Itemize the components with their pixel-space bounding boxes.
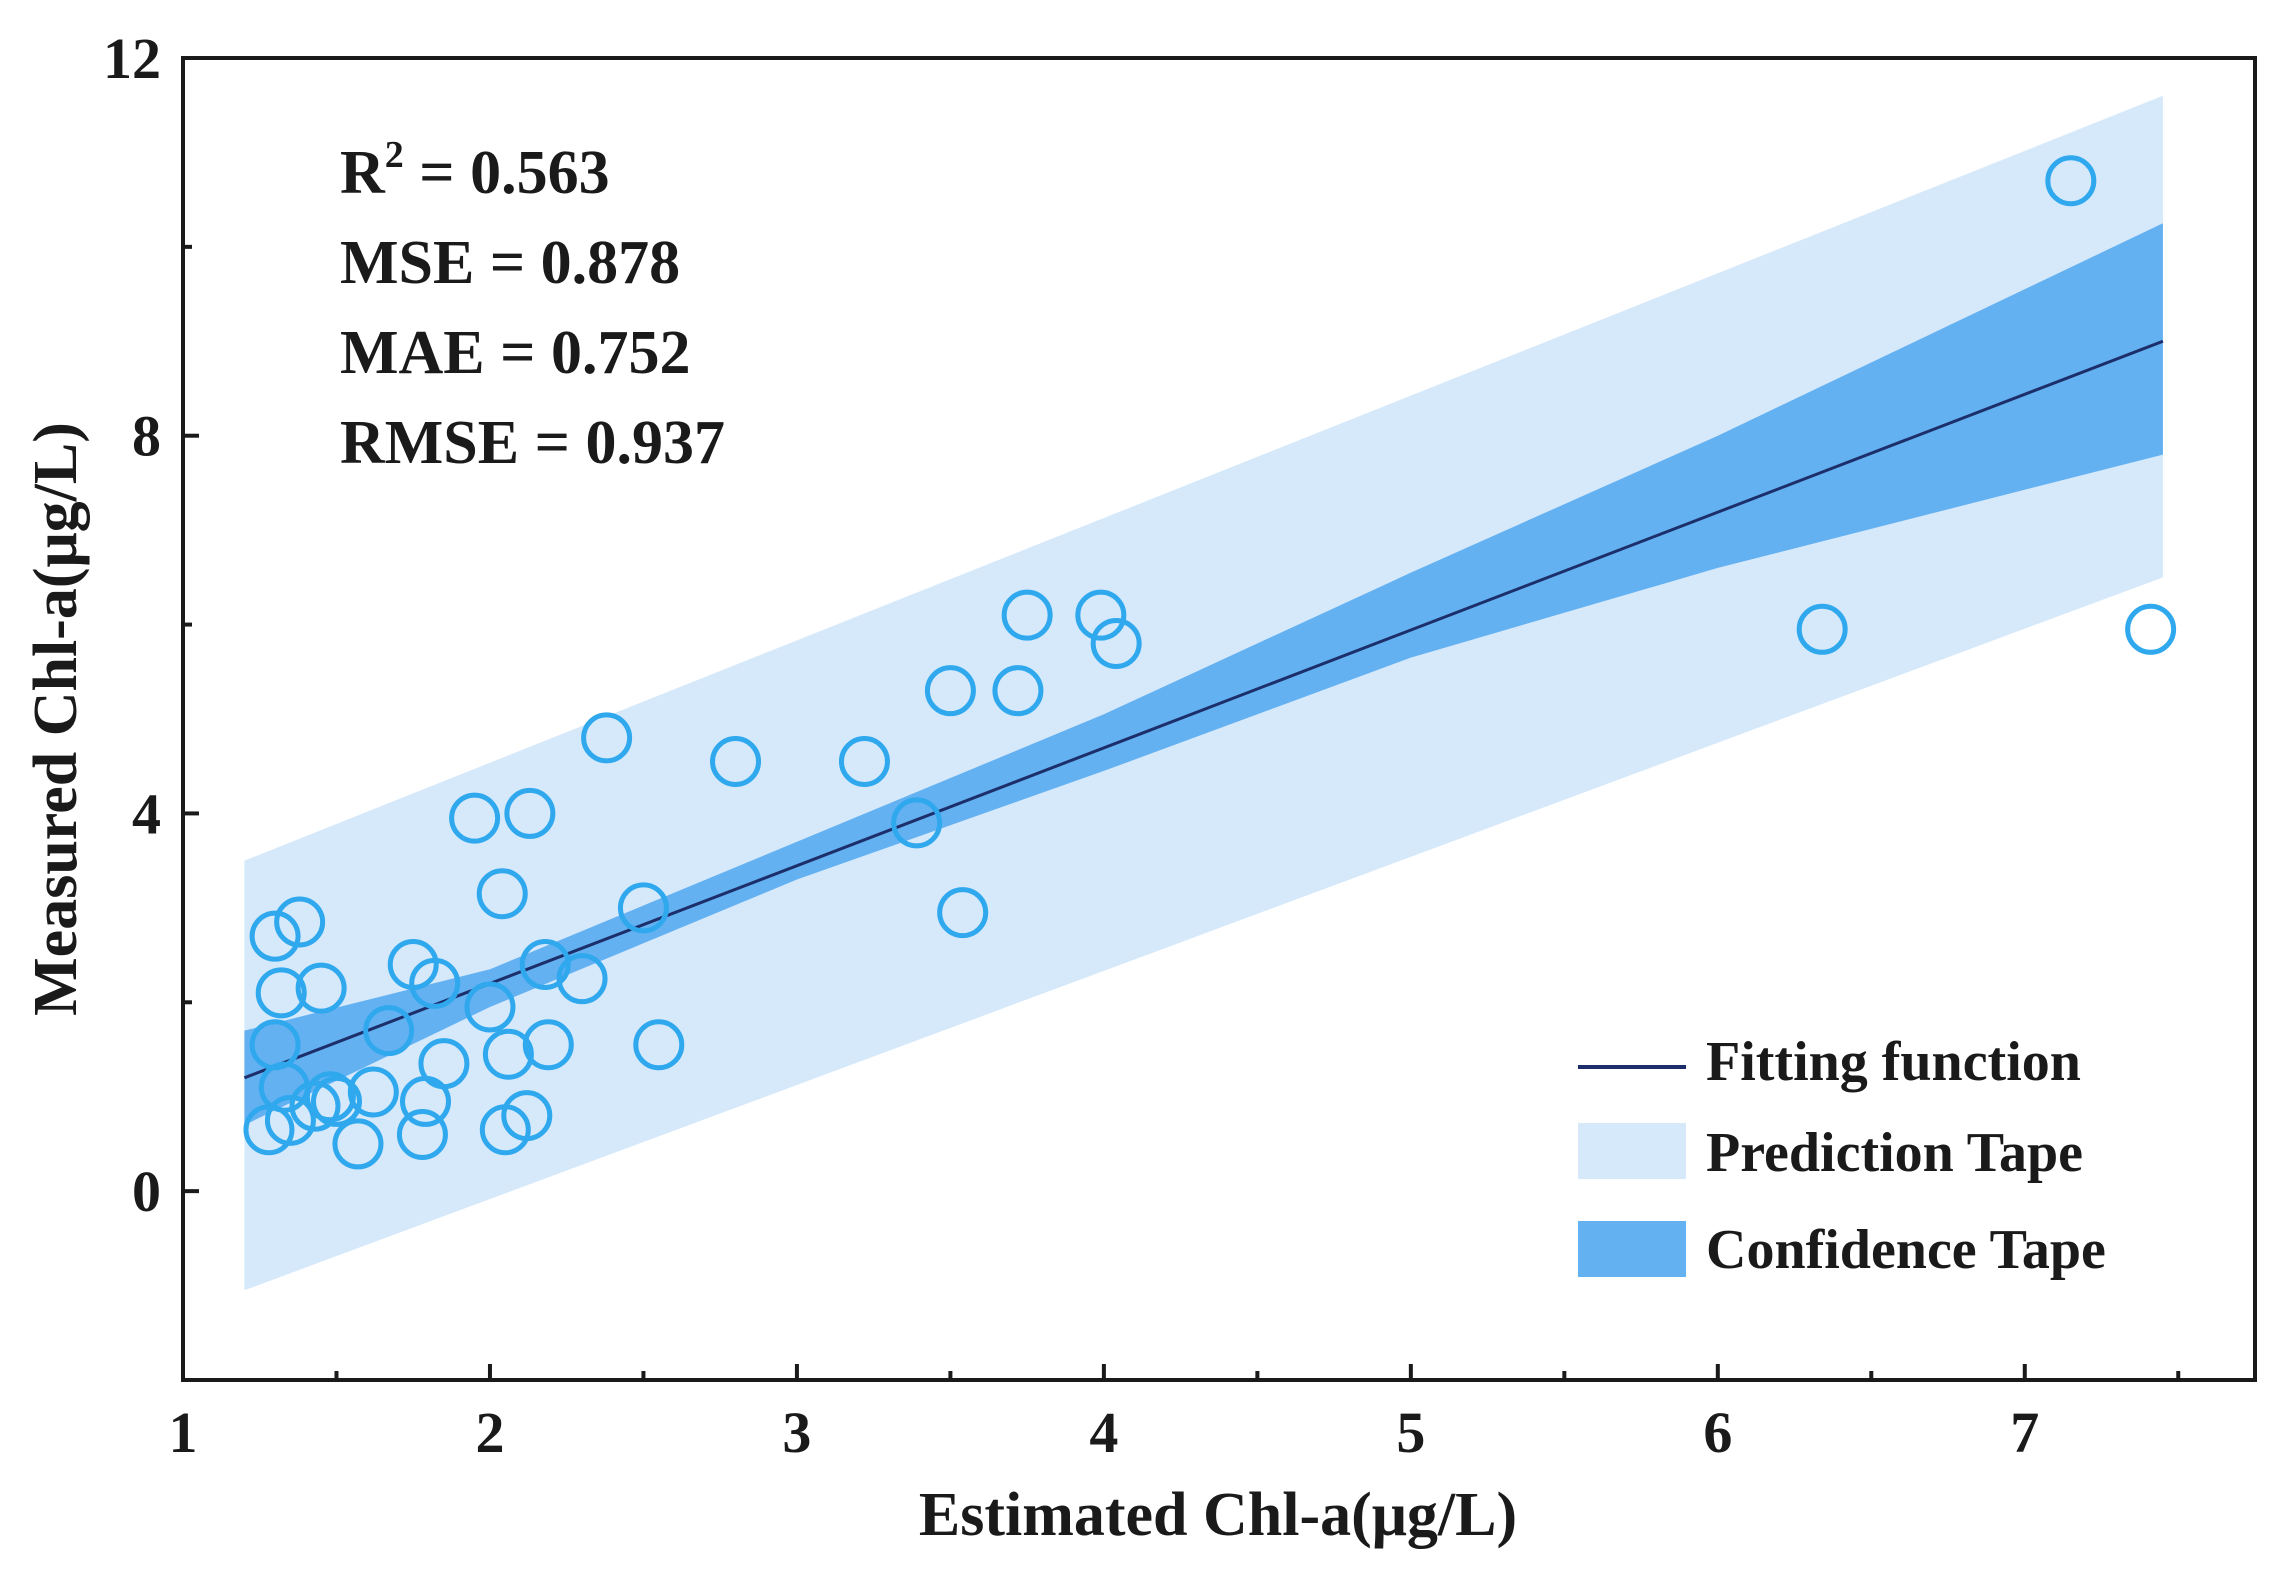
- data-point: [556, 953, 608, 1005]
- x-tick-label: 5: [1396, 1400, 1425, 1465]
- x-axis-title: Estimated Chl-a(μg/L): [919, 1481, 1517, 1549]
- data-point: [1075, 589, 1127, 641]
- y-tick-label: 12: [103, 26, 161, 91]
- stat-mse: MSE = 0.878: [340, 229, 680, 297]
- stat-r2: R2 = 0.563: [340, 134, 610, 207]
- data-point: [501, 1090, 553, 1142]
- data-point: [396, 1108, 448, 1160]
- data-point: [418, 1038, 470, 1090]
- data-point: [304, 1071, 356, 1123]
- data-point: [1090, 617, 1142, 669]
- data-point: [449, 792, 501, 844]
- y-tick-label: 8: [132, 404, 161, 469]
- x-tick-label: 4: [1089, 1400, 1118, 1465]
- data-point: [838, 735, 890, 787]
- data-point: [347, 1066, 399, 1118]
- data-point: [937, 887, 989, 939]
- legend-label-fitting-function: Fitting function: [1706, 1031, 2081, 1093]
- x-tick-label: 7: [2010, 1400, 2039, 1465]
- x-tick-labels: 1 2 3 4 5 6 7: [169, 1400, 2040, 1465]
- data-point: [2125, 603, 2177, 655]
- data-point: [409, 957, 461, 1009]
- data-point: [363, 1005, 415, 1057]
- data-point: [249, 910, 301, 962]
- x-tick-label: 1: [169, 1400, 198, 1465]
- data-point: [2045, 155, 2097, 207]
- x-tick-label: 6: [1703, 1400, 1732, 1465]
- stat-rmse: RMSE = 0.937: [340, 409, 725, 477]
- legend-swatch-prediction-tape: [1578, 1123, 1686, 1179]
- data-point: [504, 787, 556, 839]
- stat-r2-value: = 0.563: [404, 139, 610, 207]
- data-point: [992, 665, 1044, 717]
- data-point: [332, 1118, 384, 1170]
- y-tick-label: 0: [132, 1159, 161, 1224]
- data-point: [482, 1028, 534, 1080]
- data-point: [581, 712, 633, 764]
- stat-r2-superscript: 2: [385, 134, 404, 176]
- stat-r2-label: R: [340, 139, 386, 207]
- y-axis-title: Measured Chl-a(μg/L): [22, 422, 90, 1016]
- x-tick-label: 3: [782, 1400, 811, 1465]
- axis-ticks: [181, 56, 2181, 1382]
- stats-block: R2 = 0.563 MSE = 0.878 MAE = 0.752 RMSE …: [340, 134, 725, 477]
- y-tick-labels: 0 4 8 12: [103, 26, 161, 1224]
- data-point: [264, 1094, 316, 1146]
- data-point: [464, 981, 516, 1033]
- x-tick-label: 2: [475, 1400, 504, 1465]
- data-point: [633, 1019, 685, 1071]
- data-point: [522, 1019, 574, 1071]
- stat-mae: MAE = 0.752: [340, 319, 690, 387]
- data-point: [1001, 589, 1053, 641]
- data-point: [1796, 603, 1848, 655]
- data-point: [519, 939, 571, 991]
- legend-label-prediction-tape: Prediction Tape: [1706, 1122, 2083, 1184]
- plot-frame: [181, 56, 2257, 1382]
- data-point: [617, 882, 669, 934]
- data-point: [476, 868, 528, 920]
- data-points: [243, 155, 2177, 1170]
- data-point: [295, 962, 347, 1014]
- data-point: [289, 1080, 341, 1132]
- data-point: [255, 967, 307, 1019]
- data-point: [710, 735, 762, 787]
- legend: Fitting function Prediction Tape Confide…: [1578, 1031, 2106, 1281]
- data-point: [274, 896, 326, 948]
- data-point: [891, 797, 943, 849]
- confidence-band: [244, 223, 2163, 1126]
- data-point: [310, 1075, 362, 1127]
- legend-swatch-confidence-tape: [1578, 1221, 1686, 1277]
- legend-label-confidence-tape: Confidence Tape: [1706, 1219, 2106, 1281]
- y-tick-label: 4: [132, 781, 161, 846]
- data-point: [924, 665, 976, 717]
